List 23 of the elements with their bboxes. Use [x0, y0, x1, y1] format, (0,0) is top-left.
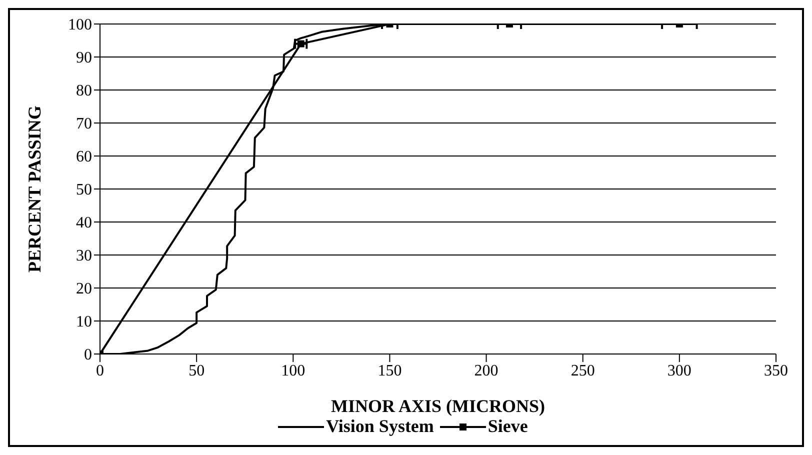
x-tick-label: 350: [764, 362, 788, 380]
legend-label: Sieve: [488, 416, 528, 437]
y-tick-label: 90: [76, 50, 92, 67]
x-tick-label: 300: [667, 362, 692, 380]
y-axis-title: PERCENT PASSING: [24, 106, 44, 272]
y-tick-label: 50: [76, 182, 92, 199]
legend-label: Vision System: [326, 416, 434, 437]
x-tick-label: 150: [378, 362, 402, 380]
x-tick-label: 50: [188, 362, 205, 380]
y-tick-label: 40: [76, 214, 92, 232]
y-tick-label: 60: [76, 148, 92, 166]
y-tick-label: 100: [68, 16, 92, 34]
x-tick-label: 0: [96, 362, 104, 380]
y-tick-label: 70: [76, 116, 92, 133]
y-tick-label: 0: [84, 346, 92, 364]
y-tick-label: 10: [76, 314, 92, 331]
x-axis-title: MINOR AXIS (MICRONS): [330, 396, 546, 416]
x-tick-label: 200: [474, 362, 498, 380]
y-tick-label: 80: [76, 82, 92, 100]
x-tick-label: 250: [570, 362, 595, 380]
y-tick-label: 20: [76, 280, 92, 298]
y-tick-label: 30: [76, 248, 92, 265]
x-tick-label: 100: [281, 362, 306, 380]
